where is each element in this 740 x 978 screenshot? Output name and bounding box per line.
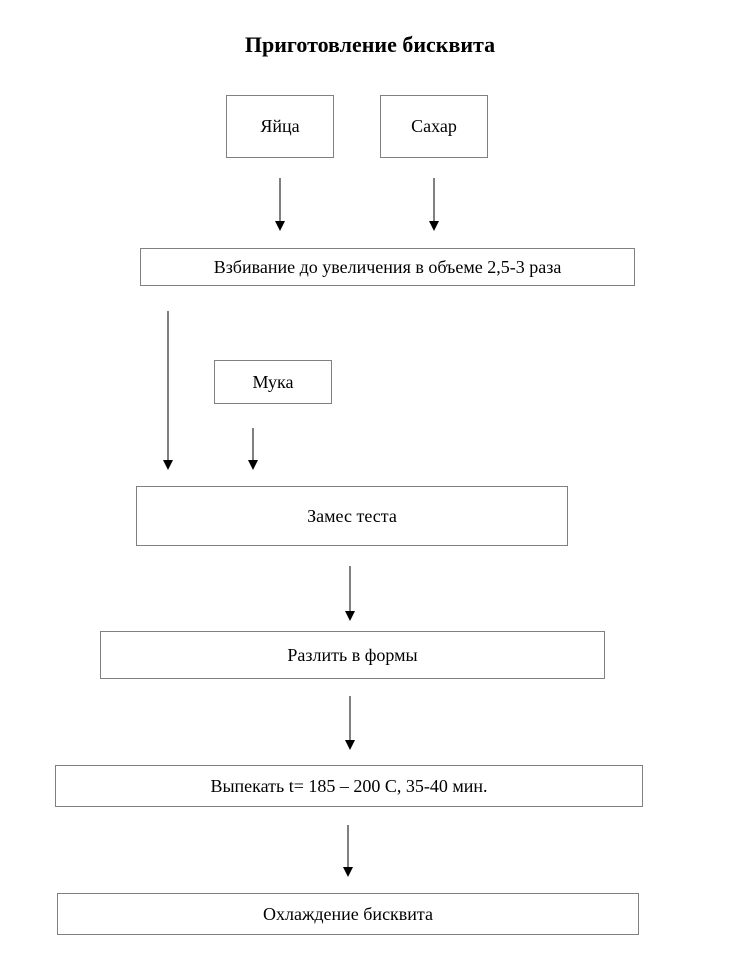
- node-label: Яйца: [260, 116, 299, 137]
- node-label: Сахар: [411, 116, 457, 137]
- node-knead: Замес теста: [136, 486, 568, 546]
- node-label: Мука: [252, 372, 293, 393]
- node-whip: Взбивание до увеличения в объеме 2,5-3 р…: [140, 248, 635, 286]
- node-pour: Разлить в формы: [100, 631, 605, 679]
- page-title: Приготовление бисквита: [0, 32, 740, 58]
- node-bake: Выпекать t= 185 – 200 С, 35-40 мин.: [55, 765, 643, 807]
- node-label: Выпекать t= 185 – 200 С, 35-40 мин.: [210, 776, 487, 797]
- node-sugar: Сахар: [380, 95, 488, 158]
- node-label: Охлаждение бисквита: [263, 904, 433, 925]
- node-cool: Охлаждение бисквита: [57, 893, 639, 935]
- node-flour: Мука: [214, 360, 332, 404]
- node-label: Разлить в формы: [287, 645, 417, 666]
- node-label: Замес теста: [307, 506, 397, 527]
- node-eggs: Яйца: [226, 95, 334, 158]
- node-label: Взбивание до увеличения в объеме 2,5-3 р…: [214, 257, 562, 278]
